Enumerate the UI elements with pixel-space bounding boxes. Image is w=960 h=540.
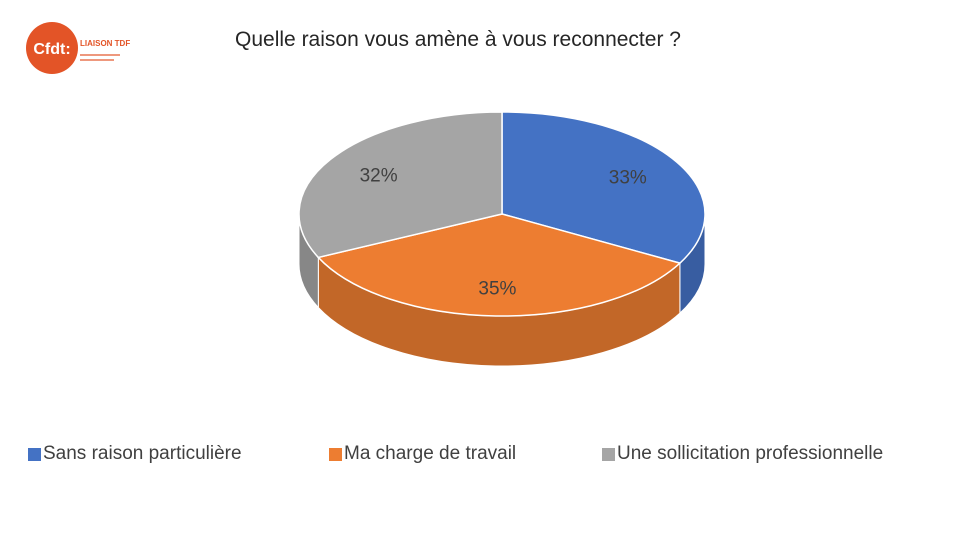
legend-item: Une sollicitation professionnelle [602, 443, 883, 465]
logo-circle [26, 22, 78, 74]
logo-subline [80, 54, 120, 56]
logo-subline [80, 59, 114, 61]
pie-slice-35% [316, 213, 682, 317]
legend-item: Ma charge de travail [329, 443, 516, 465]
legend-swatch-sollicitation [602, 447, 615, 461]
pie-data-label: 32% [360, 166, 398, 187]
logo-mark-text: Cfdt: [33, 41, 70, 58]
pie-slice-32% [298, 111, 503, 259]
legend-swatch-charge-travail [329, 447, 342, 461]
pie-labels: 33% 35% 32% [360, 166, 647, 300]
legend-label-charge-travail: Ma charge de travail [344, 443, 517, 464]
pie-data-label: 35% [478, 278, 516, 299]
logo-side-text: LIAISON TDF [80, 39, 130, 48]
chart-title: Quelle raison vous amène à vous reconnec… [235, 28, 681, 51]
legend-swatch-sans-raison [28, 447, 41, 461]
legend-item: Sans raison particulière [28, 443, 242, 465]
pie-data-label: 33% [609, 168, 647, 189]
legend-label-sollicitation: Une sollicitation professionnelle [617, 443, 884, 464]
cfdt-logo: Cfdt: LIAISON TDF [26, 22, 130, 74]
pie-tops [298, 111, 706, 317]
pie-slice-33% [501, 111, 706, 264]
legend-label-sans-raison: Sans raison particulière [43, 443, 242, 464]
